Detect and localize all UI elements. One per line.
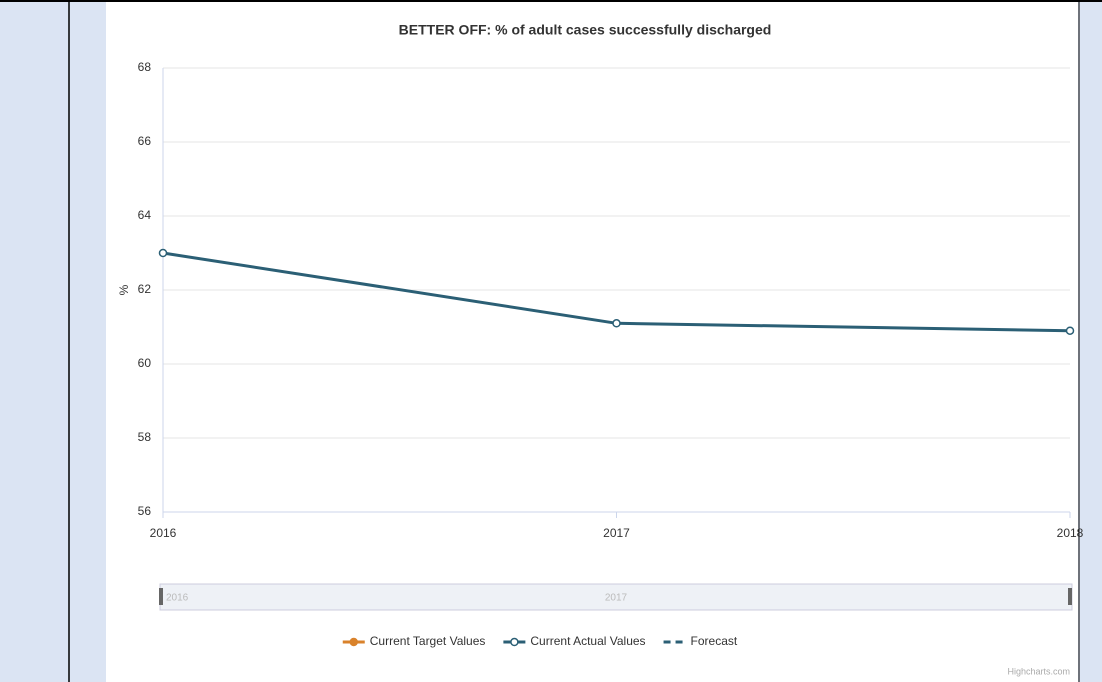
legend-label: Current Actual Values <box>530 634 645 648</box>
y-tick-label: 64 <box>138 208 152 222</box>
legend-marker <box>349 637 359 647</box>
chart-title: BETTER OFF: % of adult cases successfull… <box>399 22 772 38</box>
x-tick-label: 2016 <box>150 526 177 540</box>
navigator[interactable] <box>159 583 1073 611</box>
x-tick-label: 2018 <box>1057 526 1084 540</box>
legend-item[interactable]: Current Target Values <box>342 634 486 648</box>
legend-label: Forecast <box>691 634 738 648</box>
legend-marker <box>510 637 519 647</box>
navigator-handle[interactable] <box>1068 588 1072 605</box>
legend: Current Target Values Current Actual Valu… <box>342 634 738 648</box>
y-tick-label: 56 <box>138 504 152 518</box>
chart-area <box>106 2 1078 682</box>
legend-item[interactable]: Forecast <box>663 634 738 648</box>
x-tick-label: 2017 <box>603 526 630 540</box>
data-point <box>612 319 621 328</box>
navigator-label: 2017 <box>605 593 628 604</box>
y-tick-label: 62 <box>138 282 152 296</box>
y-tick-label: 68 <box>138 60 152 74</box>
y-tick-label: 60 <box>138 356 152 370</box>
y-tick-label: 66 <box>138 134 152 148</box>
credits[interactable]: Highcharts.com <box>1007 666 1070 676</box>
y-axis-label: % <box>117 284 131 295</box>
legend-item[interactable]: Current Actual Values <box>503 634 646 648</box>
navigator-handle[interactable] <box>159 588 163 605</box>
y-tick-label: 58 <box>138 430 152 444</box>
data-point <box>1065 326 1075 335</box>
navigator-label: 2016 <box>166 593 189 604</box>
legend-label: Current Target Values <box>370 634 486 648</box>
data-point <box>158 248 168 258</box>
